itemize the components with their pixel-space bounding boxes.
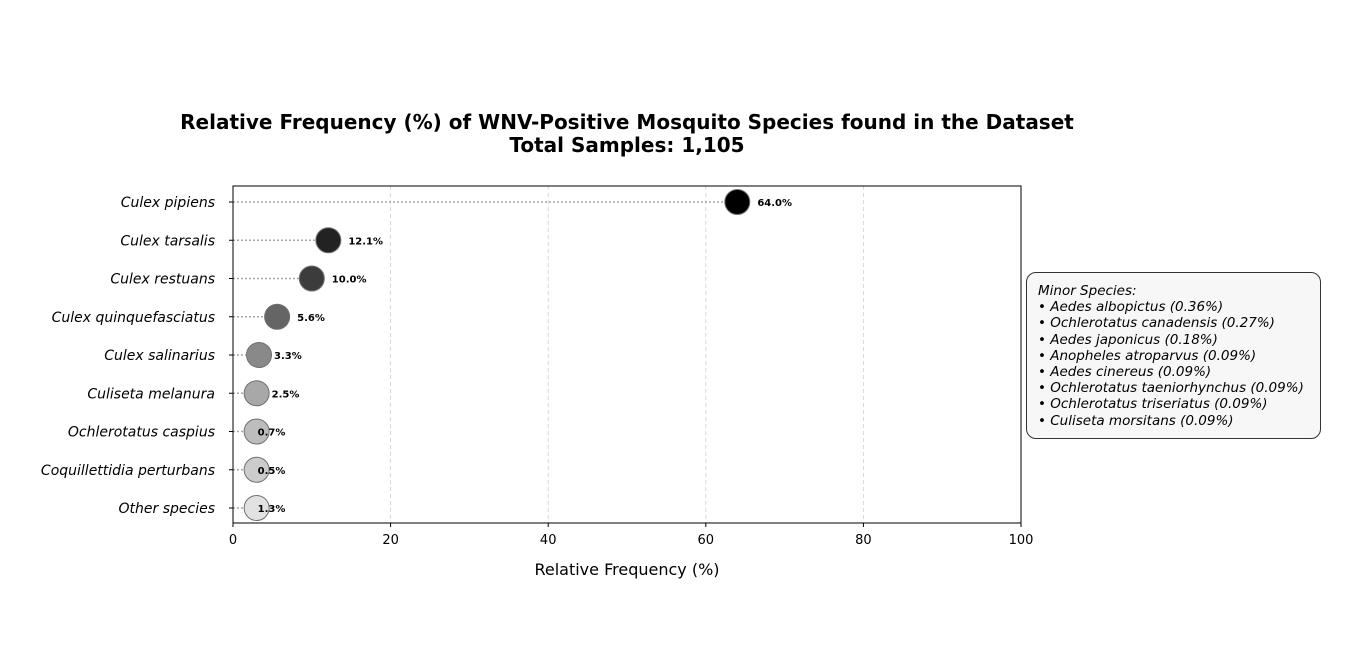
y-tick-label: Culex salinarius (104, 348, 215, 364)
minor-species-item: • Ochlerotatus taeniorhynchus (0.09%) (1038, 380, 1304, 397)
y-tick-label: Coquillettidia perturbans (41, 463, 215, 479)
data-label: 10.0% (332, 275, 367, 286)
grid-lines (390, 186, 864, 523)
y-tick-label: Culex quinquefasciatus (52, 310, 215, 326)
x-axis: 0 20 40 60 80 100 (229, 523, 1034, 548)
stems (233, 201, 738, 509)
y-tick-label: Other species (119, 501, 216, 517)
minor-species-item: • Ochlerotatus canadensis (0.27%) (1038, 315, 1275, 332)
chart-subtitle: Total Samples: 1,105 (509, 133, 744, 157)
y-tick-label: Culex restuans (110, 272, 215, 288)
minor-species-item: • Aedes albopictus (0.36%) (1038, 299, 1224, 316)
y-tick-label: Ochlerotatus caspius (68, 425, 215, 441)
markers (243, 189, 751, 521)
data-point (243, 380, 270, 407)
data-label: 5.6% (297, 313, 325, 324)
x-axis-label: Relative Frequency (%) (534, 560, 719, 579)
x-tick-label: 80 (855, 533, 872, 548)
data-point (724, 189, 751, 215)
minor-species-item: • Aedes cinereus (0.09%) (1038, 364, 1212, 381)
data-point (246, 342, 273, 368)
y-tick-label: Culex tarsalis (120, 233, 215, 249)
x-tick-label: 20 (382, 533, 399, 548)
y-tick-label: Culiseta melanura (87, 386, 215, 402)
chart-title: Relative Frequency (%) of WNV-Positive M… (180, 110, 1074, 134)
data-point (315, 227, 342, 254)
value-labels: 64.0% 12.1% 10.0% 5.6% 3.3% 2.5% 0.7% 0.5% 1.3% (258, 198, 792, 515)
data-label: 1.3% (258, 504, 286, 515)
y-axis: Culex pipiens Culex tarsalis Culex restuan… (41, 195, 233, 517)
data-point (298, 265, 325, 292)
minor-species-heading: Minor Species: (1038, 283, 1137, 299)
minor-species-item: • Aedes japonicus (0.18%) (1038, 331, 1218, 348)
x-tick-label: 100 (1009, 533, 1034, 548)
minor-species-item: • Ochlerotatus triseriatus (0.09%) (1038, 396, 1268, 413)
data-label: 3.3% (274, 351, 302, 362)
x-tick-label: 40 (540, 533, 557, 548)
data-point (243, 456, 270, 483)
data-label: 0.7% (258, 428, 286, 439)
x-tick-label: 0 (229, 533, 237, 548)
data-point (243, 418, 270, 445)
x-tick-label: 60 (698, 533, 715, 548)
data-label: 0.5% (258, 466, 286, 477)
minor-species-item: • Culiseta morsitans (0.09%) (1038, 412, 1234, 429)
data-point (243, 495, 270, 521)
y-tick-label: Culex pipiens (121, 195, 215, 211)
minor-species-item: • Anopheles atroparvus (0.09%) (1038, 347, 1257, 364)
data-label: 2.5% (272, 389, 300, 400)
minor-species-annotation: Minor Species: • Aedes albopictus (0.36%… (1026, 272, 1321, 439)
data-label: 64.0% (757, 198, 792, 209)
data-label: 12.1% (348, 236, 383, 247)
data-point (264, 303, 291, 330)
